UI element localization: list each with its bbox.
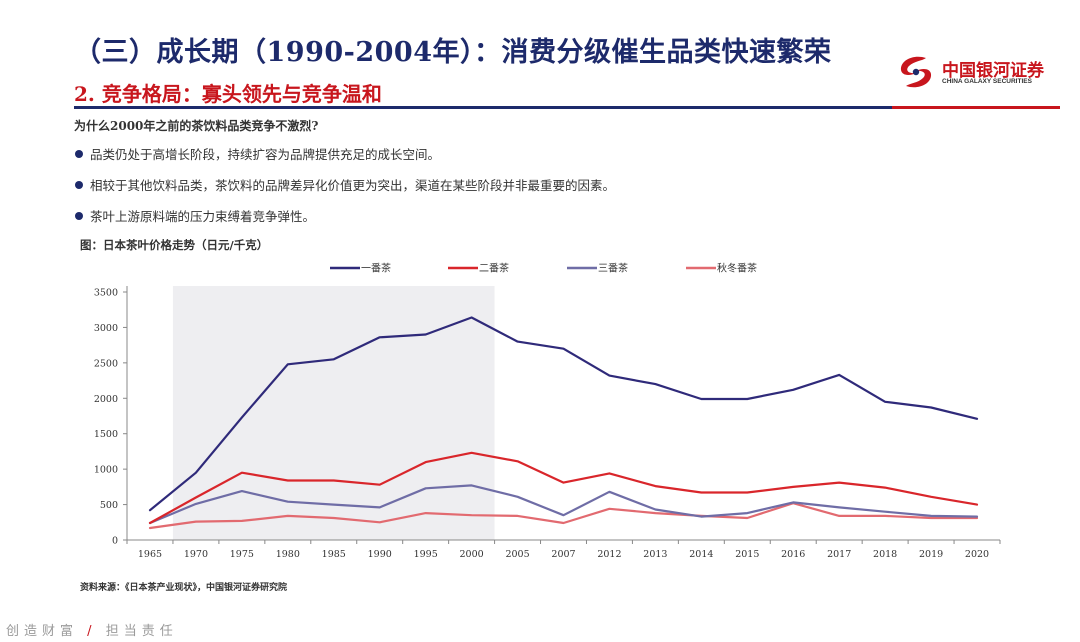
legend-label: 二番茶	[479, 262, 509, 275]
x-tick-label: 1995	[414, 549, 438, 560]
bullet-dot-icon	[75, 181, 83, 189]
legend-label: 三番茶	[598, 262, 628, 275]
header-divider-red	[892, 106, 1060, 109]
legend-label: 秋冬番茶	[717, 262, 757, 275]
bullet-item: 相较于其他饮料品类，茶饮料的品牌差异化价值更为突出，渠道在某些阶段并非最重要的因…	[74, 177, 615, 208]
y-tick-label: 2000	[94, 394, 118, 405]
x-tick-label: 1980	[276, 549, 300, 560]
x-tick-label: 2012	[597, 549, 621, 560]
galaxy-logo-icon	[900, 56, 932, 88]
page-title: （三）成长期（1990-2004年）：消费分级催生品类快速繁荣	[74, 37, 832, 68]
section-subtitle: 2. 竞争格局：寡头领先与竞争温和	[74, 82, 382, 106]
figure-caption: 图：日本茶叶价格走势（日元/千克）	[80, 238, 269, 252]
x-tick-label: 1985	[322, 549, 346, 560]
legend-label: 一番茶	[361, 262, 391, 275]
footer-slogan: 创造财富 / 担当责任	[6, 620, 178, 639]
question-heading: 为什么2000年之前的茶饮料品类竞争不激烈?	[74, 119, 319, 133]
brand-logo: 中国银河证券 CHINA GALAXY SECURITIES	[896, 54, 1066, 90]
y-tick-label: 3000	[94, 323, 118, 334]
series-line-1	[148, 316, 979, 512]
y-tick-label: 0	[112, 536, 118, 547]
x-tick-label: 2014	[689, 549, 713, 560]
series-line-3	[148, 484, 979, 525]
footer-slash: /	[87, 624, 97, 639]
source-note: 资料来源：《日本茶产业现状》，中国银河证券研究院	[80, 583, 288, 593]
x-tick-label: 2005	[505, 549, 529, 560]
series-line-2	[148, 451, 979, 525]
x-tick-label: 2007	[551, 549, 575, 560]
y-tick-label: 3500	[94, 288, 118, 299]
x-tick-label: 1965	[138, 549, 162, 560]
x-tick-label: 2018	[873, 549, 897, 560]
header-divider-blue	[74, 106, 892, 109]
y-tick-label: 2500	[94, 358, 118, 369]
bullet-item: 品类仍处于高增长阶段，持续扩容为品牌提供充足的成长空间。	[74, 146, 615, 177]
bullet-dot-icon	[75, 150, 83, 158]
x-tick-label: 2013	[643, 549, 667, 560]
x-tick-label: 2015	[735, 549, 759, 560]
x-tick-label: 2017	[827, 549, 851, 560]
x-tick-label: 2016	[781, 549, 805, 560]
x-tick-label: 1975	[230, 549, 254, 560]
x-tick-label: 2000	[460, 549, 484, 560]
y-tick-label: 1500	[94, 429, 118, 440]
tea-price-line-chart: 0 500 1000 1500 2000 2500 3000 3500 1965 1970 1975…	[94, 262, 1001, 560]
logo-text-en: CHINA GALAXY SECURITIES	[942, 78, 1032, 85]
x-tick-label: 2019	[919, 549, 943, 560]
y-tick-label: 500	[100, 500, 118, 511]
footer-left: 创造财富	[6, 624, 79, 639]
bullet-dot-icon	[75, 212, 83, 220]
bullet-list: 品类仍处于高增长阶段，持续扩容为品牌提供充足的成长空间。 相较于其他饮料品类，茶…	[74, 146, 615, 239]
x-tick-label: 1970	[184, 549, 208, 560]
bullet-text: 茶叶上游原料端的压力束缚着竞争弹性。	[90, 209, 316, 224]
x-tick-label: 1990	[368, 549, 392, 560]
y-tick-label: 1000	[94, 465, 118, 476]
x-tick-label: 2020	[965, 549, 989, 560]
logo-text-cn: 中国银河证券	[942, 61, 1044, 81]
bullet-text: 相较于其他饮料品类，茶饮料的品牌差异化价值更为突出，渠道在某些阶段并非最重要的因…	[90, 178, 616, 193]
footer-right: 担当责任	[105, 624, 178, 639]
shaded-period	[172, 286, 495, 540]
series-line-4	[148, 502, 979, 530]
bullet-text: 品类仍处于高增长阶段，持续扩容为品牌提供充足的成长空间。	[90, 147, 441, 162]
bullet-item: 茶叶上游原料端的压力束缚着竞争弹性。	[74, 208, 615, 239]
